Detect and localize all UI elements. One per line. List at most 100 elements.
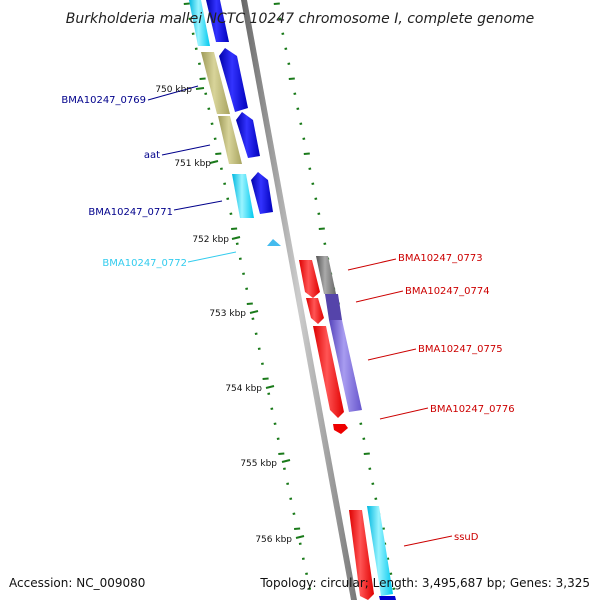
leader-line-0771 bbox=[173, 200, 223, 211]
tick-label-751: 751 kbp bbox=[174, 159, 211, 169]
inner-track-dot bbox=[226, 197, 230, 200]
kbp-tick-labels: 750 kbp 751 kbp 752 kbp 753 kbp 754 kbp … bbox=[155, 85, 292, 545]
gene-feature-0771-cyan[interactable] bbox=[232, 174, 254, 218]
gene-feature-0772-cyan[interactable] bbox=[267, 239, 281, 246]
gene-feature-0775-red[interactable] bbox=[313, 326, 344, 418]
inner-track-dot bbox=[238, 257, 242, 260]
outer-track-dot bbox=[308, 167, 312, 170]
forward-strand-features bbox=[299, 256, 396, 600]
inner-track-dot bbox=[188, 17, 192, 20]
topology-label: Topology: circular; Length: 3,495,687 bp… bbox=[259, 576, 590, 590]
gene-feature-0771-blue[interactable] bbox=[251, 172, 273, 214]
outer-track-dot bbox=[371, 482, 375, 485]
gene-feature-aat-blue[interactable] bbox=[236, 112, 260, 158]
accession-label: Accession: NC_009080 bbox=[9, 576, 145, 590]
gene-feature-0774-purple[interactable] bbox=[325, 294, 342, 320]
inner-track-dot bbox=[245, 287, 249, 290]
outer-track-dot bbox=[299, 122, 303, 125]
tick-label-752: 752 kbp bbox=[192, 235, 229, 245]
inner-track-dot bbox=[278, 452, 285, 455]
inner-track-dot bbox=[289, 497, 293, 500]
outer-track-dot bbox=[288, 77, 295, 80]
inner-track-dot bbox=[270, 407, 274, 410]
tick-mark-754 bbox=[265, 385, 275, 389]
inner-tick-track bbox=[183, 2, 312, 590]
tick-mark-751 bbox=[209, 160, 219, 164]
outer-track-dot bbox=[323, 242, 327, 245]
outer-track-dot bbox=[311, 182, 315, 185]
tick-label-755: 755 kbp bbox=[240, 459, 277, 469]
gene-feature-top-cyan[interactable] bbox=[189, 0, 210, 46]
gene-label-0772[interactable]: BMA10247_0772 bbox=[102, 258, 187, 269]
inner-track-dot bbox=[223, 182, 227, 185]
gene-feature-aat-khaki[interactable] bbox=[218, 116, 242, 164]
gene-label-0775[interactable]: BMA10247_0775 bbox=[418, 344, 503, 355]
inner-track-dot bbox=[292, 512, 296, 515]
inner-track-dot bbox=[257, 347, 261, 350]
outer-track-dot bbox=[296, 107, 300, 110]
gene-feature-0776-red[interactable] bbox=[333, 424, 348, 434]
inner-track-dot bbox=[198, 62, 201, 65]
inner-track-dot bbox=[286, 482, 290, 485]
outer-track-dot bbox=[281, 32, 285, 35]
outer-track-dot bbox=[314, 197, 318, 200]
gene-feature-0773-red[interactable] bbox=[299, 260, 320, 298]
inner-track-dot bbox=[308, 587, 312, 590]
gene-feature-0773-gray[interactable] bbox=[316, 256, 336, 294]
outer-track-dot bbox=[392, 587, 396, 590]
gene-label-0773[interactable]: BMA10247_0773 bbox=[398, 253, 483, 264]
gene-label-aat[interactable]: aat bbox=[144, 150, 160, 161]
outer-track-dot bbox=[374, 497, 378, 500]
gene-feature-ssud-cyan[interactable] bbox=[367, 506, 393, 596]
tick-label-753: 753 kbp bbox=[209, 309, 246, 319]
gene-feature-0769-khaki[interactable] bbox=[201, 52, 230, 114]
inner-track-dot bbox=[183, 2, 190, 5]
outer-track-dot bbox=[278, 17, 282, 20]
gene-label-0771[interactable]: BMA10247_0771 bbox=[88, 207, 173, 218]
outer-track-dot bbox=[293, 92, 297, 95]
inner-track-dot bbox=[191, 32, 195, 35]
gene-feature-0769-blue[interactable] bbox=[219, 48, 248, 112]
outer-track-dot bbox=[317, 212, 321, 215]
inner-track-dot bbox=[276, 437, 280, 440]
leader-line-0775 bbox=[367, 348, 417, 361]
inner-track-dot bbox=[251, 317, 255, 320]
leader-line-0769 bbox=[147, 85, 199, 101]
leader-line-0773 bbox=[347, 258, 397, 271]
gene-feature-0774-red[interactable] bbox=[306, 298, 324, 324]
outer-track-dot bbox=[363, 452, 370, 455]
tick-mark-750 bbox=[195, 87, 205, 90]
outer-track-dot bbox=[368, 467, 372, 470]
outer-track-dot bbox=[318, 227, 325, 230]
inner-track-dot bbox=[204, 92, 208, 95]
tick-label-756: 756 kbp bbox=[255, 535, 292, 545]
outer-track-dot bbox=[389, 572, 393, 575]
leader-line-0776 bbox=[379, 407, 429, 420]
reverse-strand-features bbox=[189, 0, 281, 246]
leader-line-0772 bbox=[187, 251, 237, 263]
tick-mark-755 bbox=[281, 459, 291, 463]
gene-label-0776[interactable]: BMA10247_0776 bbox=[430, 404, 515, 415]
inner-track-dot bbox=[207, 107, 211, 110]
gene-label-0769[interactable]: BMA10247_0769 bbox=[61, 95, 146, 106]
gene-label-0774[interactable]: BMA10247_0774 bbox=[405, 286, 490, 297]
tick-label-754: 754 kbp bbox=[225, 384, 262, 394]
outer-track-dot bbox=[284, 47, 288, 50]
inner-track-dot bbox=[305, 572, 308, 575]
gene-feature-top-blue[interactable] bbox=[206, 0, 229, 42]
outer-track-dot bbox=[359, 422, 363, 425]
tick-label-750: 750 kbp bbox=[155, 85, 192, 95]
inner-track-dot bbox=[262, 377, 269, 380]
outer-track-dot bbox=[273, 2, 280, 5]
gene-label-ssud[interactable]: ssuD bbox=[454, 532, 479, 543]
gene-feature-ssud-red[interactable] bbox=[349, 510, 374, 600]
inner-track-dot bbox=[220, 167, 223, 170]
inner-track-dot bbox=[283, 467, 286, 470]
inner-track-dot bbox=[267, 392, 271, 395]
chromosome-backbone bbox=[241, 0, 357, 600]
gene-feature-0775-purple[interactable] bbox=[329, 320, 362, 412]
gene-feature-ssud-blue-bottom[interactable] bbox=[379, 596, 396, 600]
tick-mark-752 bbox=[231, 236, 241, 240]
